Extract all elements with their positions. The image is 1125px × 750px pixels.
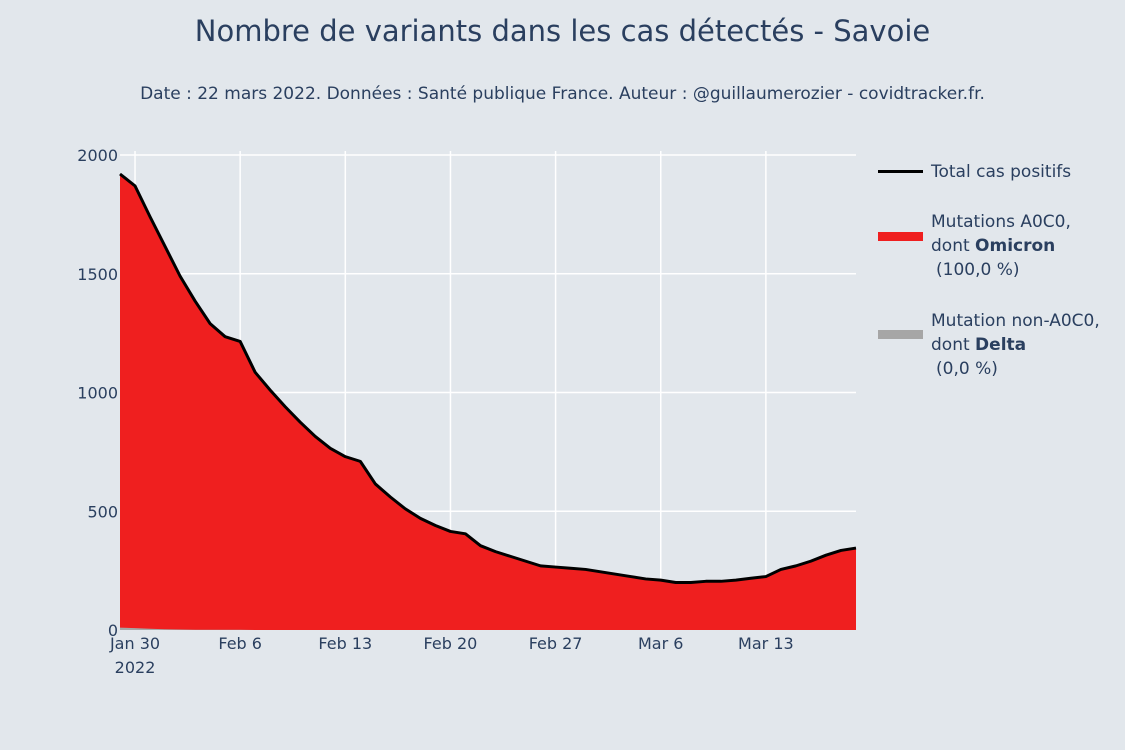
legend-omicron-pct: (100,0 %) bbox=[936, 260, 1020, 280]
legend-omicron-line1: Mutations A0C0, bbox=[931, 212, 1071, 232]
x-tick-label: 2022 bbox=[115, 658, 156, 677]
legend-label-total: Total cas positifs bbox=[931, 162, 1072, 182]
y-tick-label: 0 bbox=[108, 621, 118, 640]
legend-label-omicron: Mutations A0C0, dont Omicron (100,0 %) bbox=[931, 210, 1071, 282]
legend-item-delta[interactable]: Mutation non-A0C0, dont Delta (0,0 %) bbox=[878, 309, 1118, 381]
y-axis: 0 500 1000 1500 2000 bbox=[77, 146, 118, 640]
x-tick-label: Mar 13 bbox=[738, 634, 794, 653]
x-tick-label: Feb 20 bbox=[424, 634, 478, 653]
legend-delta-variant: Delta bbox=[975, 335, 1027, 355]
series-delta-area bbox=[120, 627, 856, 630]
y-tick-label: 1500 bbox=[77, 265, 118, 284]
legend-delta-line1: Mutation non-A0C0, bbox=[931, 311, 1100, 331]
x-tick-label: Mar 6 bbox=[638, 634, 683, 653]
legend-omicron-line2: dont Omicron bbox=[931, 234, 1071, 258]
y-tick-label: 2000 bbox=[77, 146, 118, 165]
legend-delta-pct: (0,0 %) bbox=[936, 359, 998, 379]
x-tick-label: Feb 13 bbox=[318, 634, 372, 653]
series-total-line bbox=[119, 172, 857, 584]
x-tick-label: Jan 30 bbox=[109, 634, 160, 653]
legend-swatch-delta bbox=[878, 330, 923, 339]
chart-title: Nombre de variants dans les cas détectés… bbox=[194, 14, 931, 48]
legend-swatch-total bbox=[878, 170, 923, 173]
legend-delta-line2: dont Delta bbox=[931, 333, 1100, 357]
y-tick-label: 1000 bbox=[77, 384, 118, 403]
series-omicron-area bbox=[120, 174, 856, 630]
x-tick-label: Feb 6 bbox=[218, 634, 262, 653]
legend-omicron-variant: Omicron bbox=[975, 236, 1056, 256]
area-series bbox=[120, 174, 856, 630]
chart-subtitle: Date : 22 mars 2022. Données : Santé pub… bbox=[140, 84, 985, 104]
x-axis: Jan 30 2022 Feb 6 Feb 13 Feb 20 Feb 27 Mar 6 Ma… bbox=[109, 634, 794, 677]
line-series bbox=[119, 172, 857, 584]
y-tick-label: 500 bbox=[87, 502, 118, 521]
legend-omicron-prefix: dont bbox=[931, 236, 976, 256]
x-tick-label: Feb 27 bbox=[529, 634, 583, 653]
legend-label-delta: Mutation non-A0C0, dont Delta (0,0 %) bbox=[931, 309, 1100, 381]
legend-item-omicron[interactable]: Mutations A0C0, dont Omicron (100,0 %) bbox=[878, 210, 1118, 282]
legend-swatch-omicron bbox=[878, 232, 923, 241]
legend-delta-prefix: dont bbox=[931, 335, 976, 355]
